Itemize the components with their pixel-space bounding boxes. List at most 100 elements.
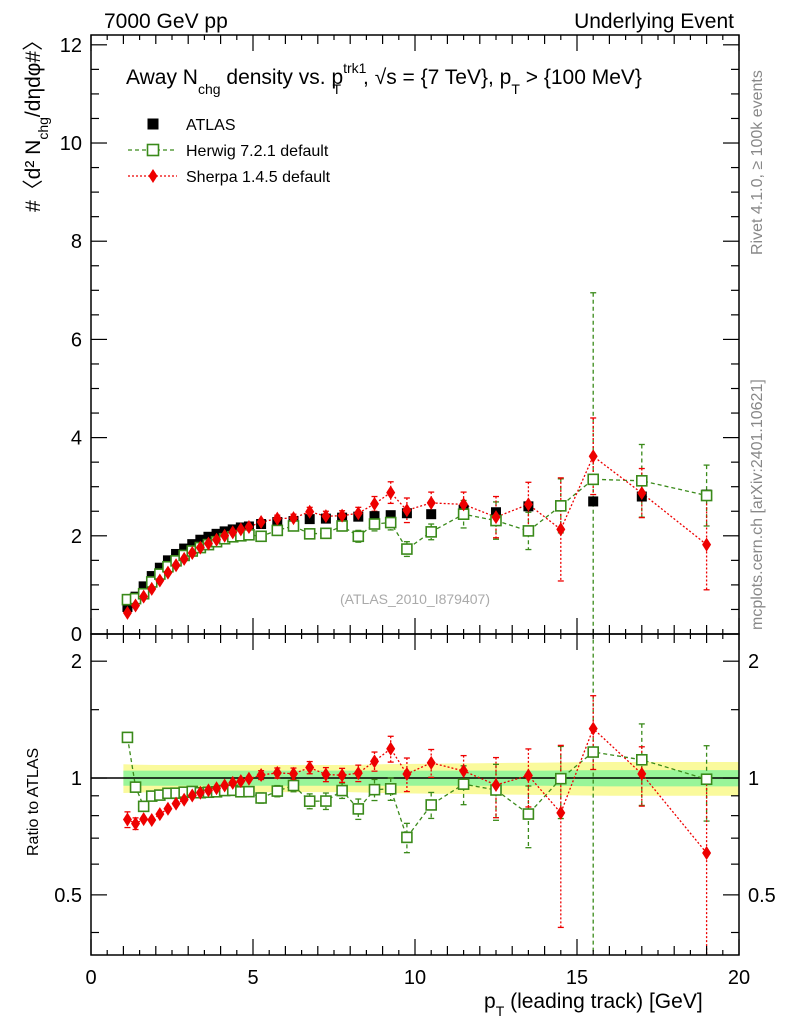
y-axis-label-ratio: Ratio to ATLAS	[25, 748, 42, 856]
sherpa-ratio-point	[523, 768, 533, 783]
title-sup-trk1: trk1	[343, 60, 367, 76]
title-sub-t2: T	[511, 81, 520, 97]
sherpa-ratio-point	[588, 721, 598, 736]
herwig-ratio-point	[303, 795, 316, 807]
y-tick-label-ratio-right: 2	[748, 651, 759, 673]
sherpa-ratio-point	[195, 785, 205, 800]
x-tick-label: 15	[566, 967, 588, 989]
atlas-point	[426, 509, 437, 520]
sherpa-point	[289, 511, 298, 526]
herwig-point	[368, 518, 381, 530]
sherpa-ratio-point	[236, 774, 246, 789]
legend-mark-sherpa	[148, 169, 158, 183]
sherpa-ratio-point	[203, 783, 213, 798]
y-tick-label-main: 0	[71, 624, 82, 646]
mcplots-label: mcplots.cern.ch [arXiv:2401.10621]	[749, 379, 766, 630]
atlas-point	[187, 539, 198, 550]
y-tick-label-ratio-right: 0.5	[748, 885, 776, 907]
sherpa-ratio-point	[179, 792, 189, 807]
sherpa-point	[402, 503, 412, 518]
x-label-p: p	[484, 990, 496, 1013]
sherpa-ratio-line	[127, 727, 708, 854]
herwig-ratio-point	[368, 783, 381, 796]
y-tick-label-main: 8	[71, 231, 82, 253]
sherpa-ratio-point	[321, 767, 331, 782]
atlas-point	[369, 511, 380, 522]
herwig-ratio-point	[522, 808, 535, 820]
sherpa-point	[122, 605, 132, 620]
sherpa-point	[139, 589, 149, 604]
sherpa-point	[131, 598, 141, 613]
sherpa-ratio-point	[370, 754, 379, 769]
title-part-d: > {100 MeV}	[520, 66, 642, 89]
title-part-a: Away N	[126, 66, 198, 89]
herwig-ratio-point	[554, 772, 567, 785]
herwig-ratio-point	[457, 778, 470, 790]
y-tick-label-main: 6	[71, 329, 82, 351]
atlas-point	[162, 555, 173, 566]
plot-title: Away Nchg density vs. ptrk1 T, √s = {7 Te…	[126, 60, 642, 97]
sherpa-ratio-point	[459, 763, 469, 778]
atlas-point	[171, 548, 182, 559]
sherpa-point	[337, 508, 347, 523]
y-label-sub: chg	[35, 117, 51, 140]
sherpa-point	[588, 449, 598, 464]
herwig-ratio-line	[126, 737, 707, 839]
herwig-ratio-point	[271, 785, 284, 797]
herwig-ratio-point	[137, 800, 150, 813]
herwig-ratio-point	[352, 803, 365, 815]
sherpa-ratio-point	[147, 812, 157, 827]
atlas-point	[195, 534, 206, 545]
herwig-ratio-point	[129, 781, 142, 793]
herwig-point	[384, 516, 397, 529]
legend-label-sherpa: Sherpa 1.4.5 default	[186, 169, 331, 186]
legend-label-atlas: ATLAS	[186, 117, 236, 134]
legend-mark-herwig	[146, 143, 160, 157]
sherpa-point	[556, 522, 566, 537]
herwig-point	[554, 500, 567, 512]
sherpa-point	[321, 509, 331, 524]
title-sub-t1: T	[332, 81, 341, 97]
sherpa-ratio-point	[556, 805, 566, 820]
rivet-label: Rivet 4.1.0, ≥ 100k events	[749, 70, 766, 255]
y-axis-label-main: #〈d² Nchg/dηdφ#〉	[22, 30, 51, 212]
x-tick-label: 10	[404, 967, 426, 989]
sherpa-point	[155, 573, 165, 588]
x-label-sub: T	[496, 1003, 505, 1019]
atlas-point	[154, 562, 165, 573]
sherpa-ratio-point	[426, 755, 436, 770]
header-left: 7000 GeV pp	[104, 10, 228, 33]
sherpa-point	[491, 510, 501, 525]
sherpa-ratio-point	[220, 778, 230, 793]
legend: ATLAS Herwig 7.2.1 default Sherpa 1.4.5 …	[128, 117, 331, 186]
sherpa-point	[163, 565, 173, 580]
herwig-ratio-point	[384, 783, 397, 795]
y-tick-label-main: 2	[71, 526, 82, 548]
herwig-ratio-point	[700, 773, 713, 786]
sherpa-point	[353, 506, 363, 521]
y-tick-label-main: 10	[60, 133, 82, 155]
sherpa-ratio-point	[171, 796, 181, 811]
sherpa-ratio-point	[702, 846, 712, 861]
x-tick-label: 0	[85, 967, 96, 989]
sherpa-ratio-point	[402, 766, 412, 781]
sherpa-ratio-point	[386, 741, 396, 756]
sherpa-point	[244, 519, 254, 534]
sherpa-ratio-point	[256, 768, 266, 783]
atlas-point	[304, 514, 315, 525]
herwig-ratio-point	[425, 799, 438, 811]
sherpa-point	[256, 515, 266, 530]
herwig-ratio-point	[320, 795, 332, 807]
ratio-plot-data	[121, 635, 713, 955]
atlas-point	[146, 571, 157, 582]
sherpa-ratio-point	[244, 771, 254, 786]
herwig-point	[303, 528, 316, 540]
analysis-watermark: (ATLAS_2010_I879407)	[340, 591, 490, 607]
x-tick-label: 20	[728, 967, 750, 989]
herwig-point	[635, 475, 648, 487]
atlas-point	[385, 510, 396, 521]
y-tick-label-ratio: 2	[71, 651, 82, 673]
herwig-point	[425, 526, 438, 538]
sherpa-ratio-point	[228, 775, 238, 790]
sherpa-point	[637, 486, 647, 501]
